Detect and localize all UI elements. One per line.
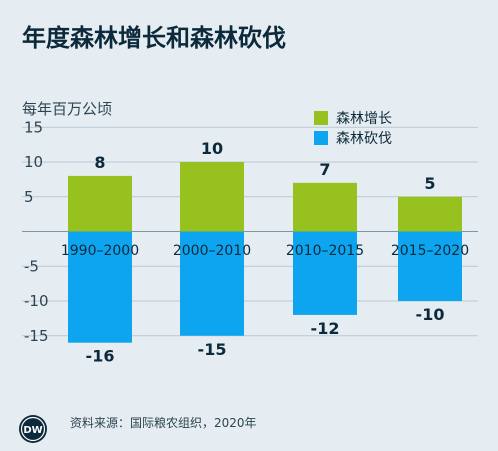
growth-bar xyxy=(68,175,132,232)
deforestation-value-label: -15 xyxy=(198,340,227,359)
legend-swatch xyxy=(314,131,328,145)
bars xyxy=(68,162,462,343)
y-tick-label: -15 xyxy=(24,327,49,345)
dw-logo-icon: DW xyxy=(19,415,47,443)
deforestation-bar xyxy=(68,231,132,343)
legend-label: 森林砍伐 xyxy=(336,131,392,147)
category-label: 2015–2020 xyxy=(391,243,469,259)
category-label: 2010–2015 xyxy=(286,243,364,259)
growth-value-label: 5 xyxy=(424,174,435,193)
y-axis-label: 每年百万公顷 xyxy=(22,100,112,118)
y-axis-ticks: 15 10 5 -5 -10 -15 xyxy=(24,118,49,345)
growth-value-label: 8 xyxy=(94,153,105,172)
data-labels: 8 10 7 5 -16 -15 -12 -10 xyxy=(86,139,445,366)
growth-value-label: 7 xyxy=(319,160,330,179)
source-note: 资料来源：国际粮农组织，2020年 xyxy=(70,416,257,430)
category-label: 2000–2010 xyxy=(173,243,251,259)
legend-swatch xyxy=(314,111,328,125)
deforestation-bar xyxy=(293,231,357,315)
growth-value-label: 10 xyxy=(201,139,223,158)
y-tick-label: -5 xyxy=(24,257,39,275)
dw-logo-text: DW xyxy=(23,425,42,436)
growth-bar xyxy=(180,162,244,232)
deforestation-value-label: -10 xyxy=(416,305,445,324)
y-tick-label: -10 xyxy=(24,292,49,310)
growth-bar xyxy=(293,182,357,232)
chart-title: 年度森林增长和森林砍伐 xyxy=(22,24,286,52)
growth-bar xyxy=(398,196,462,232)
deforestation-value-label: -16 xyxy=(86,347,115,366)
y-tick-label: 5 xyxy=(24,188,34,206)
y-tick-label: 10 xyxy=(24,153,43,171)
deforestation-value-label: -12 xyxy=(311,319,340,338)
deforestation-bar xyxy=(398,231,462,301)
category-label: 1990–2000 xyxy=(61,243,139,259)
deforestation-bar xyxy=(180,231,244,336)
y-tick-label: 15 xyxy=(24,118,43,136)
category-labels: 1990–2000 2000–2010 2010–2015 2015–2020 xyxy=(61,243,469,259)
legend-label: 森林增长 xyxy=(336,111,392,127)
